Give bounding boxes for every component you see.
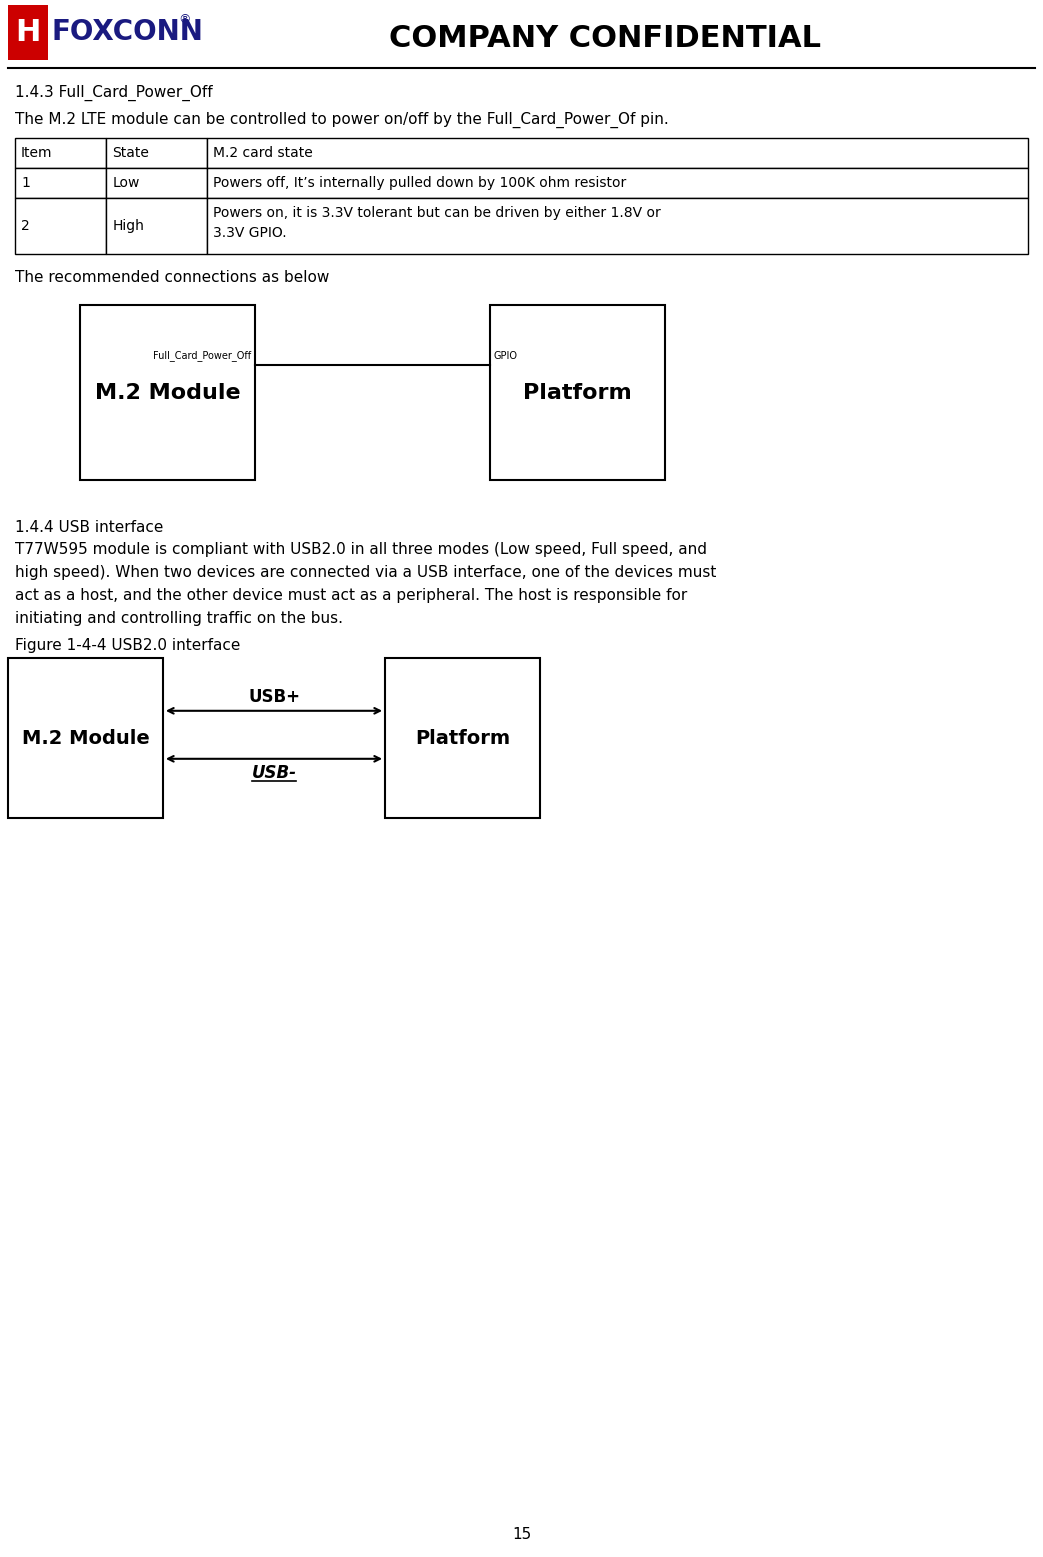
Text: initiating and controlling traffic on the bus.: initiating and controlling traffic on th… <box>15 610 343 626</box>
Text: 1.4.4 USB interface: 1.4.4 USB interface <box>15 520 164 536</box>
Text: 3.3V GPIO.: 3.3V GPIO. <box>214 226 287 240</box>
Text: COMPANY CONFIDENTIAL: COMPANY CONFIDENTIAL <box>389 23 821 53</box>
Text: act as a host, and the other device must act as a peripheral. The host is respon: act as a host, and the other device must… <box>15 589 687 603</box>
Bar <box>385 659 540 817</box>
Text: GPIO: GPIO <box>494 350 518 361</box>
Text: Full_Card_Power_Off: Full_Card_Power_Off <box>153 350 251 361</box>
Bar <box>208 168 1028 198</box>
Text: FOXCONN: FOXCONN <box>52 19 203 47</box>
Bar <box>80 305 254 480</box>
Text: USB-: USB- <box>251 764 296 782</box>
Text: M.2 card state: M.2 card state <box>214 146 313 160</box>
Text: ®: ® <box>178 14 191 26</box>
Text: 1.4.3 Full_Card_Power_Off: 1.4.3 Full_Card_Power_Off <box>15 86 213 101</box>
Text: high speed). When two devices are connected via a USB interface, one of the devi: high speed). When two devices are connec… <box>15 565 717 581</box>
Bar <box>8 659 163 817</box>
Bar <box>106 168 208 198</box>
Bar <box>490 305 665 480</box>
Text: Powers on, it is 3.3V tolerant but can be driven by either 1.8V or: Powers on, it is 3.3V tolerant but can b… <box>214 206 661 220</box>
Text: 15: 15 <box>512 1527 531 1541</box>
Text: Item: Item <box>21 146 52 160</box>
Bar <box>106 139 208 168</box>
Bar <box>15 168 106 198</box>
Text: M.2 Module: M.2 Module <box>22 729 149 747</box>
Text: H: H <box>16 17 41 47</box>
Text: Platform: Platform <box>524 383 632 403</box>
Bar <box>208 139 1028 168</box>
Text: The recommended connections as below: The recommended connections as below <box>15 269 330 285</box>
Text: Platform: Platform <box>415 729 510 747</box>
Bar <box>8 5 48 61</box>
Bar <box>15 198 106 254</box>
Text: T77W595 module is compliant with USB2.0 in all three modes (Low speed, Full spee: T77W595 module is compliant with USB2.0 … <box>15 542 707 557</box>
Text: High: High <box>113 220 144 234</box>
Bar <box>15 139 106 168</box>
Text: Figure 1-4-4 USB2.0 interface: Figure 1-4-4 USB2.0 interface <box>15 638 240 652</box>
Text: USB+: USB+ <box>248 688 300 705</box>
Text: State: State <box>113 146 149 160</box>
Text: Powers off, It’s internally pulled down by 100K ohm resistor: Powers off, It’s internally pulled down … <box>214 176 627 190</box>
Bar <box>208 198 1028 254</box>
Bar <box>106 198 208 254</box>
Text: Low: Low <box>113 176 140 190</box>
Text: 1: 1 <box>21 176 30 190</box>
Text: 2: 2 <box>21 220 30 234</box>
Text: M.2 Module: M.2 Module <box>95 383 240 403</box>
Text: The M.2 LTE module can be controlled to power on/off by the Full_Card_Power_Of p: The M.2 LTE module can be controlled to … <box>15 112 669 128</box>
